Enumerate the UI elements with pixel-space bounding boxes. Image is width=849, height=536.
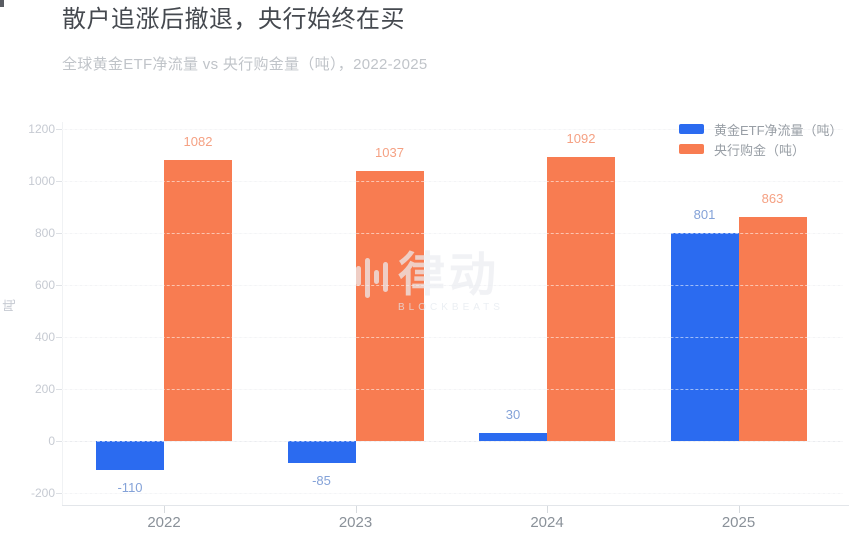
bar-etf-flow-2024[interactable] (479, 433, 547, 441)
gridline-dash-800 (62, 233, 843, 234)
bar-value-label: 1082 (183, 133, 213, 149)
x-tick-label-2022: 2022 (147, 514, 181, 531)
y-tick-label: 0 (48, 434, 55, 448)
legend: 黄金ETF净流量（吨） 央行购金（吨） (679, 121, 843, 161)
bar-value-label: 1037 (375, 145, 404, 161)
bar-central-bank-gold-2024[interactable] (547, 157, 615, 441)
y-tick-mark (56, 285, 62, 286)
bar-value-label: -85 (312, 473, 331, 489)
y-tick-label: 1200 (28, 122, 55, 136)
y-tick-label: 200 (34, 382, 55, 396)
gridline-dash-200 (62, 389, 843, 390)
x-axis-line (62, 505, 849, 506)
bar-central-bank-gold-2023[interactable] (355, 171, 424, 441)
gridline-dash-1000 (62, 181, 843, 182)
gridline-dash-400 (62, 337, 843, 338)
bar-value-label: -110 (117, 479, 143, 495)
gridline-dash--200 (62, 493, 843, 494)
y-tick-mark (56, 233, 62, 234)
bar-etf-flow-2023[interactable] (287, 441, 356, 464)
x-tick-label-2025: 2025 (721, 514, 756, 531)
chart-title: 散户追涨后撤退，央行始终在买 (62, 6, 405, 33)
x-tick-mark-2023 (355, 506, 357, 513)
x-tick-mark-2025 (738, 506, 740, 513)
y-tick-label: 1000 (28, 174, 55, 188)
y-tick-mark (56, 337, 62, 338)
bar-value-label: 1092 (566, 131, 596, 147)
y-tick-label: 400 (34, 330, 55, 344)
y-axis-line (62, 122, 63, 505)
bar-value-label: 801 (693, 206, 716, 222)
x-tick-mark-2022 (164, 506, 165, 513)
y-tick-mark (56, 441, 62, 442)
x-tick-mark-2024 (547, 506, 548, 513)
bar-value-label: 30 (505, 407, 521, 423)
bar-value-label: 863 (761, 190, 784, 206)
bar-etf-flow-2022[interactable] (96, 441, 164, 470)
gridline-dash-1200 (62, 129, 843, 130)
x-tick-label-2024: 2024 (530, 514, 564, 531)
chart-subtitle: 全球黄金ETF净流量 vs 央行购金量（吨），2022-2025 (62, 56, 428, 73)
y-tick-mark (56, 493, 62, 494)
legend-swatch-central-bank-gold (679, 144, 704, 154)
gridline-dash-0 (62, 441, 843, 442)
legend-item-central-bank-gold[interactable]: 央行购金（吨） (679, 141, 843, 158)
y-tick-label: 800 (34, 226, 55, 240)
legend-swatch-etf-flow (679, 124, 704, 134)
y-tick-mark (56, 181, 62, 182)
x-tick-label-2023: 2023 (338, 514, 373, 531)
y-tick-mark (56, 389, 62, 390)
bar-central-bank-gold-2025[interactable] (738, 216, 807, 441)
screen-corner-artifact (0, 0, 4, 7)
bar-etf-flow-2025[interactable] (670, 232, 739, 441)
y-tick-label: 600 (34, 278, 55, 292)
legend-item-etf-flow[interactable]: 黄金ETF净流量（吨） (679, 121, 843, 138)
legend-label: 黄金ETF净流量（吨） (714, 122, 843, 138)
gridline-dash-600 (62, 285, 843, 286)
legend-label: 央行购金（吨） (714, 142, 806, 158)
y-axis-title: 吨 (2, 298, 18, 313)
bar-central-bank-gold-2022[interactable] (164, 159, 232, 441)
y-tick-mark (56, 129, 62, 130)
y-tick-label: -200 (30, 486, 55, 500)
